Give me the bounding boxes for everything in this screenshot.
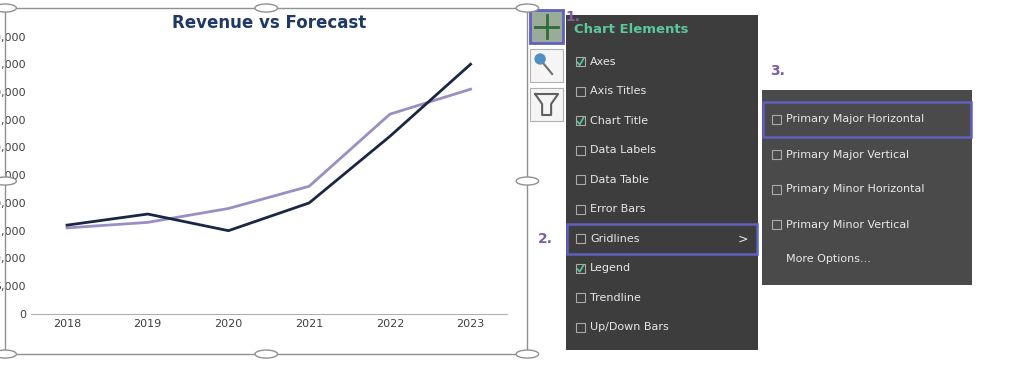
Line: Revenue: Revenue — [67, 89, 471, 228]
Bar — [577, 175, 585, 184]
Bar — [762, 90, 972, 285]
Text: Legend: Legend — [590, 263, 631, 273]
Text: Primary Minor Vertical: Primary Minor Vertical — [786, 219, 909, 230]
Bar — [530, 10, 563, 43]
Text: Gridlines: Gridlines — [590, 234, 640, 244]
Text: Axis Titles: Axis Titles — [590, 86, 646, 96]
Text: Trendline: Trendline — [590, 293, 641, 303]
Line: Forecast: Forecast — [67, 64, 471, 231]
Bar — [577, 116, 585, 125]
Title: Revenue vs Forecast: Revenue vs Forecast — [172, 14, 366, 32]
Bar — [772, 115, 781, 124]
Revenue — [60, 226, 73, 230]
Circle shape — [536, 54, 545, 64]
Forecast — [222, 228, 234, 233]
Text: Data Table: Data Table — [590, 175, 649, 185]
Text: Chart Title: Chart Title — [590, 116, 648, 126]
Bar — [577, 264, 585, 273]
Bar — [772, 185, 781, 194]
Revenue — [222, 206, 234, 211]
Bar — [577, 146, 585, 155]
Bar — [566, 15, 758, 350]
Revenue — [141, 220, 154, 224]
FancyBboxPatch shape — [763, 102, 971, 137]
Bar — [577, 205, 585, 214]
Text: 3.: 3. — [770, 64, 785, 78]
Revenue — [465, 87, 477, 91]
FancyBboxPatch shape — [567, 224, 757, 254]
Bar — [772, 150, 781, 159]
Bar — [772, 220, 781, 229]
Bar — [530, 88, 563, 121]
Text: Primary Major Horizontal: Primary Major Horizontal — [786, 115, 925, 124]
Text: Chart Elements: Chart Elements — [574, 23, 688, 36]
Text: Primary Minor Horizontal: Primary Minor Horizontal — [786, 184, 925, 195]
Text: 2.: 2. — [539, 232, 553, 246]
Bar — [577, 293, 585, 302]
Text: Up/Down Bars: Up/Down Bars — [590, 322, 669, 332]
Revenue — [303, 184, 315, 188]
Text: Axes: Axes — [590, 57, 616, 67]
Revenue — [384, 112, 396, 116]
Bar — [577, 57, 585, 66]
Forecast — [303, 201, 315, 205]
Forecast — [465, 62, 477, 66]
Forecast — [60, 223, 73, 227]
Bar — [577, 323, 585, 332]
Text: Data Labels: Data Labels — [590, 145, 656, 155]
Text: Error Bars: Error Bars — [590, 204, 645, 214]
Bar — [577, 234, 585, 243]
Text: >: > — [737, 232, 749, 245]
Text: Primary Major Vertical: Primary Major Vertical — [786, 150, 909, 160]
Forecast — [384, 134, 396, 139]
Text: 1.: 1. — [565, 10, 581, 24]
Text: More Options...: More Options... — [786, 254, 871, 265]
Bar — [577, 87, 585, 96]
Bar — [530, 49, 563, 82]
Forecast — [141, 212, 154, 216]
